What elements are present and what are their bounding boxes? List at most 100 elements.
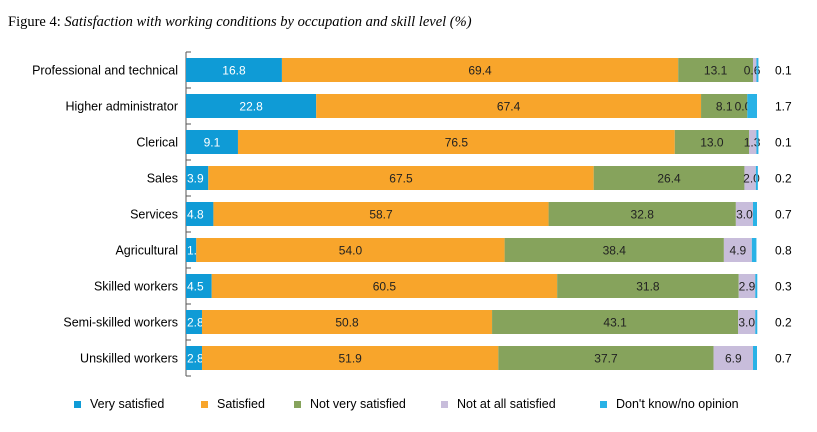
bar-very-satisfied-unskilled-workers [186, 346, 202, 370]
bar-very-satisfied-higher-administrator [186, 94, 317, 118]
bar-very-satisfied-services [186, 202, 214, 226]
bar-not-very-satisfied-clerical [674, 130, 750, 154]
data-label-not-at-all-satisfied-skilled-workers: 2.9 [739, 280, 756, 294]
bar-not-very-satisfied-sales [593, 166, 745, 190]
data-label-don-t-know-no-opinion-semi-skilled-workers: 0.2 [775, 316, 792, 330]
category-label-unskilled-workers: Unskilled workers [80, 352, 178, 366]
data-label-not-very-satisfied-clerical: 13.0 [700, 136, 724, 150]
bar-don-t-know-no-opinion-agricultural [751, 238, 757, 262]
chart-title-prefix: Figure 4: [8, 14, 65, 30]
data-label-very-satisfied-higher-administrator: 22.8 [239, 100, 263, 114]
data-label-don-t-know-no-opinion-skilled-workers: 0.3 [775, 280, 792, 294]
bar-not-very-satisfied-services [548, 202, 736, 226]
chart-title-text: Satisfaction with working conditions by … [64, 14, 472, 30]
data-label-not-very-satisfied-higher-administrator: 8.1 [716, 100, 733, 114]
data-label-satisfied-services: 58.7 [369, 208, 393, 222]
legend-swatch [600, 400, 607, 408]
data-label-satisfied-sales: 67.5 [389, 172, 413, 186]
legend-item-not-at-all-satisfied: Not at all satisfied [441, 397, 556, 411]
legend-label: Not very satisfied [310, 397, 406, 411]
bar-very-satisfied-agricultural [186, 238, 197, 262]
data-label-not-at-all-satisfied-unskilled-workers: 6.9 [725, 352, 742, 366]
data-label-not-very-satisfied-agricultural: 38.4 [603, 244, 627, 258]
bar-not-at-all-satisfied-skilled-workers [738, 274, 756, 298]
bar-satisfied-skilled-workers [211, 274, 558, 298]
data-label-very-satisfied-services: 4.8 [187, 208, 204, 222]
bar-very-satisfied-semi-skilled-workers [186, 310, 202, 334]
bar-not-at-all-satisfied-professional-and-technical [753, 58, 757, 82]
data-label-don-t-know-no-opinion-professional-and-technical: 0.1 [775, 64, 792, 78]
bar-not-very-satisfied-unskilled-workers [498, 346, 714, 370]
bar-very-satisfied-sales [186, 166, 209, 190]
data-label-satisfied-semi-skilled-workers: 50.8 [335, 316, 359, 330]
category-label-agricultural: Agricultural [115, 244, 178, 258]
data-label-not-very-satisfied-skilled-workers: 31.8 [636, 280, 660, 294]
bar-satisfied-semi-skilled-workers [201, 310, 493, 334]
bar-don-t-know-no-opinion-higher-administrator [747, 94, 757, 118]
data-label-very-satisfied-sales: 3.9 [187, 172, 204, 186]
bar-satisfied-higher-administrator [316, 94, 702, 118]
legend-item-not-very-satisfied: Not very satisfied [294, 397, 406, 411]
bar-not-at-all-satisfied-unskilled-workers [713, 346, 754, 370]
bar-not-very-satisfied-higher-administrator [701, 94, 748, 118]
data-label-not-very-satisfied-semi-skilled-workers: 43.1 [603, 316, 627, 330]
bar-not-very-satisfied-skilled-workers [557, 274, 739, 298]
data-label-not-very-satisfied-professional-and-technical: 13.1 [704, 64, 728, 78]
bar-don-t-know-no-opinion-professional-and-technical [756, 58, 759, 82]
data-label-very-satisfied-unskilled-workers: 2.8 [187, 352, 204, 366]
legend-label: Don't know/no opinion [616, 397, 739, 411]
legend-swatch [441, 400, 448, 408]
bar-don-t-know-no-opinion-sales [755, 166, 758, 190]
bar-don-t-know-no-opinion-skilled-workers [755, 274, 758, 298]
legend-swatch [294, 400, 301, 408]
data-label-very-satisfied-semi-skilled-workers: 2.8 [187, 316, 204, 330]
data-label-don-t-know-no-opinion-sales: 0.2 [775, 172, 792, 186]
legend-label: Very satisfied [90, 397, 165, 411]
category-label-professional-and-technical: Professional and technical [32, 64, 178, 78]
chart-title: Figure 4: Satisfaction with working cond… [8, 14, 472, 31]
bar-satisfied-clerical [237, 130, 675, 154]
category-label-higher-administrator: Higher administrator [65, 100, 178, 114]
legend-swatch [201, 400, 208, 408]
bar-not-very-satisfied-semi-skilled-workers [492, 310, 739, 334]
legend-label: Not at all satisfied [457, 397, 556, 411]
legend-swatch [74, 400, 81, 408]
bar-not-very-satisfied-agricultural [504, 238, 724, 262]
bar-satisfied-sales [208, 166, 594, 190]
data-label-satisfied-agricultural: 54.0 [339, 244, 363, 258]
bar-very-satisfied-skilled-workers [186, 274, 212, 298]
bar-not-at-all-satisfied-semi-skilled-workers [738, 310, 756, 334]
bar-don-t-know-no-opinion-unskilled-workers [753, 346, 757, 370]
data-label-not-at-all-satisfied-agricultural: 4.9 [730, 244, 747, 258]
bar-not-at-all-satisfied-sales [744, 166, 756, 190]
data-label-not-at-all-satisfied-services: 3.0 [736, 208, 753, 222]
data-label-very-satisfied-professional-and-technical: 16.8 [222, 64, 246, 78]
bar-not-very-satisfied-professional-and-technical [678, 58, 754, 82]
bar-satisfied-professional-and-technical [281, 58, 679, 82]
data-label-not-very-satisfied-unskilled-workers: 37.7 [594, 352, 618, 366]
category-label-services: Services [130, 208, 178, 222]
data-label-satisfied-skilled-workers: 60.5 [373, 280, 397, 294]
legend-item-very-satisfied: Very satisfied [74, 397, 164, 411]
chart-legend: Very satisfied Satisfied Not very satisfie… [0, 397, 817, 417]
bar-satisfied-unskilled-workers [201, 346, 499, 370]
bar-satisfied-agricultural [196, 238, 505, 262]
data-label-satisfied-clerical: 76.5 [445, 136, 469, 150]
data-label-don-t-know-no-opinion-services: 0.7 [775, 208, 792, 222]
legend-item-don-t-know-no-opinion: Don't know/no opinion [600, 397, 739, 411]
bar-don-t-know-no-opinion-clerical [756, 130, 759, 154]
bar-satisfied-services [213, 202, 549, 226]
data-label-very-satisfied-skilled-workers: 4.5 [187, 280, 204, 294]
data-label-very-satisfied-clerical: 9.1 [204, 136, 221, 150]
category-label-sales: Sales [147, 172, 178, 186]
bar-don-t-know-no-opinion-services [753, 202, 757, 226]
bar-not-at-all-satisfied-clerical [749, 130, 757, 154]
bar-not-at-all-satisfied-agricultural [723, 238, 752, 262]
stacked-bar-chart: Professional and technical 16.8 69.4 13.1 0.… [32, 51, 792, 377]
data-label-don-t-know-no-opinion-higher-administrator: 1.7 [775, 100, 792, 114]
data-label-satisfied-higher-administrator: 67.4 [497, 100, 521, 114]
data-label-satisfied-unskilled-workers: 51.9 [338, 352, 362, 366]
data-label-don-t-know-no-opinion-agricultural: 0.8 [775, 244, 792, 258]
data-label-don-t-know-no-opinion-unskilled-workers: 0.7 [775, 352, 792, 366]
legend-item-satisfied: Satisfied [201, 397, 265, 411]
